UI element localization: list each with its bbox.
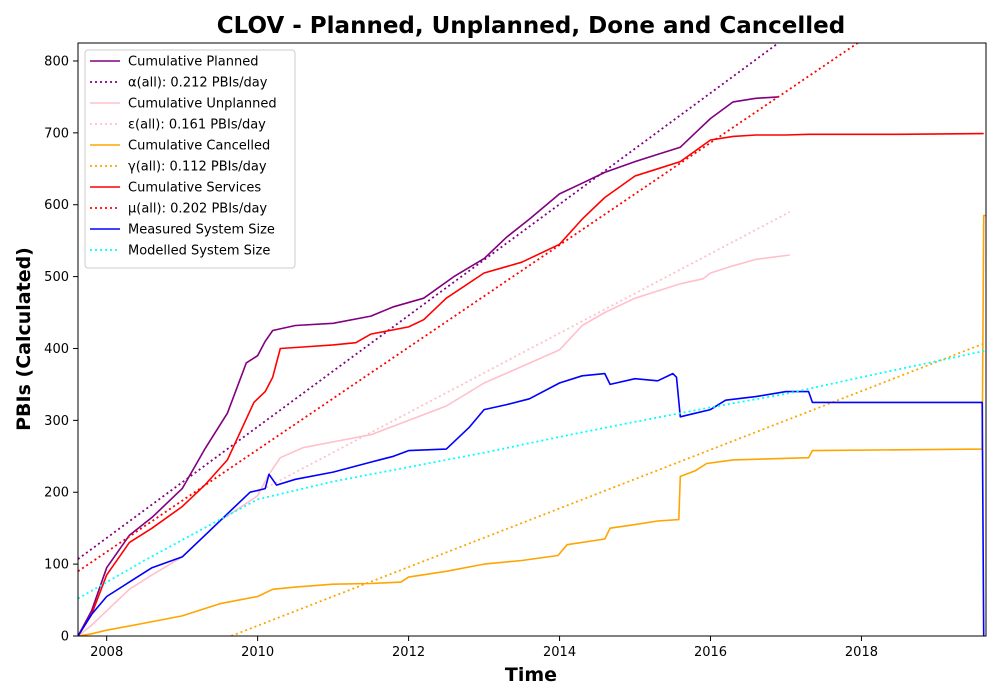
x-axis: 2008 2010 2012 2014 2016 2018 bbox=[90, 636, 878, 660]
series-line-7 bbox=[78, 43, 859, 573]
y-tick-label-8: 800 bbox=[44, 54, 69, 69]
chart-title: CLOV - Planned, Unplanned, Done and Canc… bbox=[217, 13, 845, 39]
series-line-9 bbox=[78, 349, 986, 600]
series-line-4 bbox=[78, 214, 986, 636]
legend-label-0: Cumulative Planned bbox=[128, 55, 258, 70]
series-line-6 bbox=[78, 132, 984, 636]
x-tick-label-4: 2016 bbox=[694, 645, 727, 660]
y-tick-label-5: 500 bbox=[44, 270, 69, 285]
x-tick-label-3: 2014 bbox=[543, 645, 576, 660]
y-tick-label-2: 200 bbox=[44, 486, 69, 501]
y-tick-label-7: 700 bbox=[44, 126, 69, 141]
y-tick-label-1: 100 bbox=[44, 558, 69, 573]
legend-label-2: Cumulative Unplanned bbox=[128, 97, 277, 112]
series-line-8 bbox=[78, 372, 985, 636]
y-tick-label-3: 300 bbox=[44, 414, 69, 429]
series-layer bbox=[78, 43, 986, 636]
series-line-0 bbox=[78, 96, 779, 636]
y-tick-label-4: 400 bbox=[44, 342, 69, 357]
x-tick-label-0: 2008 bbox=[90, 645, 123, 660]
series-line-3 bbox=[257, 211, 791, 493]
series-line-2 bbox=[78, 254, 790, 636]
y-tick-label-6: 600 bbox=[44, 198, 69, 213]
legend-label-6: Cumulative Services bbox=[128, 181, 261, 196]
x-tick-label-5: 2018 bbox=[845, 645, 878, 660]
y-axis: 0 100 200 300 400 500 600 700 800 bbox=[44, 54, 78, 645]
x-axis-label: Time bbox=[505, 664, 557, 686]
legend-label-8: Measured System Size bbox=[128, 223, 275, 238]
legend: Cumulative Planned α(all): 0.212 PBIs/day… bbox=[84, 49, 296, 269]
legend-box bbox=[84, 49, 296, 269]
x-tick-label-1: 2010 bbox=[241, 645, 274, 660]
x-tick-label-2: 2012 bbox=[392, 645, 425, 660]
y-tick-label-0: 0 bbox=[61, 630, 69, 645]
legend-label-9: Modelled System Size bbox=[128, 244, 270, 259]
plot-frame bbox=[77, 42, 987, 637]
legend-label-3: ε(all): 0.161 PBIs/day bbox=[128, 118, 266, 133]
legend-label-7: μ(all): 0.202 PBIs/day bbox=[128, 202, 267, 217]
legend-label-5: γ(all): 0.112 PBIs/day bbox=[128, 160, 267, 175]
series-line-1 bbox=[78, 43, 779, 560]
legend-label-4: Cumulative Cancelled bbox=[128, 139, 270, 154]
legend-label-1: α(all): 0.212 PBIs/day bbox=[128, 76, 268, 91]
y-axis-label: PBIs (Calculated) bbox=[13, 247, 35, 431]
series-line-5 bbox=[230, 341, 986, 636]
